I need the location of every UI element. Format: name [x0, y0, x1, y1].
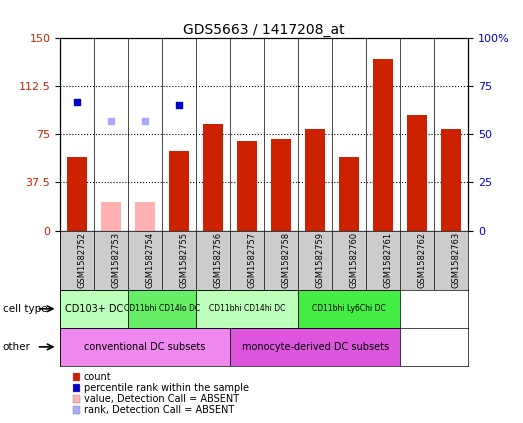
FancyBboxPatch shape — [128, 290, 196, 328]
Bar — [441, 129, 461, 231]
Text: GSM1582760: GSM1582760 — [349, 232, 358, 288]
Bar — [407, 115, 427, 231]
Text: GSM1582762: GSM1582762 — [417, 232, 426, 288]
Text: GSM1582761: GSM1582761 — [383, 232, 392, 288]
Bar — [101, 202, 121, 231]
Point — [243, 29, 252, 36]
Text: percentile rank within the sample: percentile rank within the sample — [84, 383, 248, 393]
Text: CD103+ DC: CD103+ DC — [65, 304, 123, 314]
Text: CD11bhi Ly6Chi DC: CD11bhi Ly6Chi DC — [312, 304, 386, 313]
Text: conventional DC subsets: conventional DC subsets — [84, 342, 206, 352]
Point — [277, 25, 286, 32]
Text: GSM1582763: GSM1582763 — [451, 232, 460, 288]
FancyBboxPatch shape — [230, 328, 400, 366]
Bar — [237, 141, 257, 231]
Text: GSM1582758: GSM1582758 — [281, 232, 290, 288]
Text: count: count — [84, 372, 111, 382]
Text: CD11bhi CD14hi DC: CD11bhi CD14hi DC — [209, 304, 286, 313]
Text: GSM1582757: GSM1582757 — [247, 232, 256, 288]
Point — [107, 118, 116, 124]
FancyBboxPatch shape — [196, 290, 298, 328]
Point — [447, 11, 456, 18]
Bar — [305, 129, 325, 231]
Bar — [373, 59, 393, 231]
Bar — [169, 151, 189, 231]
Text: CD11bhi CD14lo DC: CD11bhi CD14lo DC — [124, 304, 200, 313]
Bar — [271, 140, 291, 231]
Point — [175, 102, 184, 109]
Text: cell type: cell type — [3, 304, 47, 314]
Bar — [67, 157, 87, 231]
Text: monocyte-derived DC subsets: monocyte-derived DC subsets — [242, 342, 389, 352]
FancyBboxPatch shape — [298, 290, 400, 328]
Text: GSM1582754: GSM1582754 — [145, 232, 154, 288]
FancyBboxPatch shape — [60, 328, 230, 366]
Text: GSM1582752: GSM1582752 — [77, 232, 86, 288]
Text: rank, Detection Call = ABSENT: rank, Detection Call = ABSENT — [84, 405, 234, 415]
Text: GSM1582756: GSM1582756 — [213, 232, 222, 288]
Point — [141, 118, 150, 124]
Text: value, Detection Call = ABSENT: value, Detection Call = ABSENT — [84, 394, 239, 404]
Point — [379, 0, 388, 3]
Bar — [135, 202, 155, 231]
FancyBboxPatch shape — [60, 290, 128, 328]
Text: GSM1582753: GSM1582753 — [111, 232, 120, 288]
Text: GSM1582755: GSM1582755 — [179, 232, 188, 288]
Point — [73, 98, 82, 105]
Point — [209, 11, 218, 18]
Text: other: other — [3, 342, 30, 352]
Title: GDS5663 / 1417208_at: GDS5663 / 1417208_at — [183, 23, 345, 37]
Text: GSM1582759: GSM1582759 — [315, 232, 324, 288]
Point — [311, 21, 320, 28]
Bar — [203, 124, 223, 231]
Bar — [339, 157, 359, 231]
Point — [413, 16, 422, 22]
